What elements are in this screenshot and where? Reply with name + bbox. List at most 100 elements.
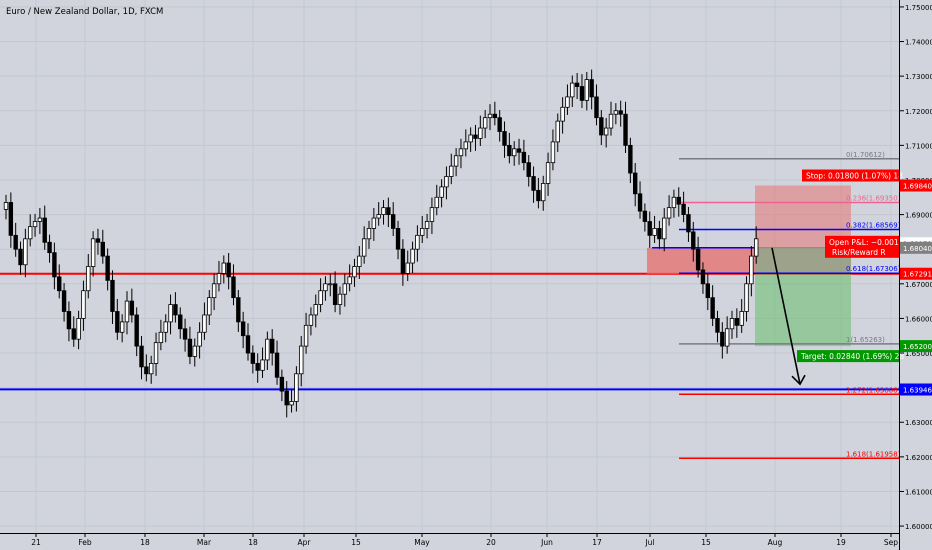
candle (516, 148, 522, 153)
time-tick-label: 19 (836, 538, 846, 547)
candle (395, 228, 401, 250)
candle (744, 283, 749, 312)
position-tool[interactable]: Stop: 0.01800 (1.07%) 18 Open P&L: −0.001… (647, 169, 904, 363)
candle (76, 318, 81, 340)
candle (95, 238, 101, 243)
candle (366, 228, 372, 240)
candle (250, 352, 256, 364)
candle (420, 228, 425, 236)
candle (168, 304, 173, 323)
candle (633, 172, 638, 195)
candle (192, 345, 197, 357)
grid (0, 0, 900, 533)
candle (521, 151, 527, 164)
arrow-shaft[interactable] (771, 247, 801, 385)
time-axis[interactable]: 21 Feb 18 Mar 18 Apr 15 May 20 Jun 17 Jul 15 Aug 19 Sep (31, 533, 898, 547)
candle (371, 217, 377, 229)
candle (240, 321, 246, 337)
candle (187, 338, 193, 357)
candle (134, 314, 139, 347)
candle (308, 314, 314, 326)
candle (144, 366, 149, 375)
price-label-bg (900, 267, 932, 280)
candle (18, 248, 23, 266)
candle (255, 363, 260, 371)
candle (531, 176, 536, 191)
time-tick-label: 17 (592, 538, 602, 547)
candle (647, 221, 652, 236)
candle (226, 262, 231, 278)
candle (473, 134, 478, 139)
price-label: 1.63946 (903, 387, 932, 395)
candle (357, 255, 362, 267)
chart-title: Euro / New Zealand Dollar, 1D, FXCM (6, 7, 163, 17)
price-tick-label: 1.69000 (905, 212, 932, 220)
candle (27, 226, 33, 240)
candle (560, 106, 565, 122)
price-tick-label: 1.66000 (905, 315, 932, 323)
time-tick-label: May (414, 538, 430, 547)
pnl-label-bg (825, 235, 900, 258)
candle (715, 318, 720, 333)
candle (90, 238, 96, 267)
candle (579, 86, 585, 101)
candle (478, 127, 483, 139)
candle (260, 359, 265, 371)
candle (182, 328, 188, 340)
candle (303, 324, 309, 347)
price-tick-label: 1.74000 (905, 39, 932, 47)
supply-zone[interactable] (647, 247, 755, 274)
candle (458, 148, 464, 157)
fibonacci-tool[interactable]: 0(1.70612) 0.236(1.69350) 0.382(1.68569) 0.… (679, 151, 901, 460)
stop-label-bg (802, 169, 900, 182)
time-tick-label: 15 (701, 538, 711, 547)
candle (749, 255, 754, 285)
target-label-bg (797, 350, 900, 363)
time-tick-label: 18 (140, 538, 150, 547)
arrow-head (791, 374, 806, 386)
candle (361, 238, 367, 257)
candle (236, 297, 241, 323)
candle (52, 252, 57, 278)
candle (207, 297, 212, 316)
time-tick-label: Apr (298, 538, 312, 547)
candle (216, 273, 222, 285)
candle (294, 373, 299, 402)
risk-reward-label: Risk/Reward R (832, 248, 886, 257)
candle (652, 228, 657, 236)
candle (429, 207, 435, 222)
price-label-bg (900, 241, 932, 254)
candle (381, 207, 386, 215)
candle (666, 207, 672, 219)
candle (148, 363, 154, 375)
candle (415, 234, 420, 250)
candle (405, 262, 410, 274)
time-tick-label: 21 (31, 538, 41, 547)
candle (323, 283, 328, 292)
candle (139, 345, 144, 368)
candle (153, 342, 159, 364)
candle (289, 401, 294, 406)
fib-level-label: 0.236(1.69350) (846, 194, 901, 202)
time-tick-label: Jun (540, 538, 553, 547)
price-label: 1.67291 (903, 271, 932, 279)
candle (565, 96, 570, 108)
candle (47, 241, 52, 254)
candle (347, 276, 352, 285)
candle (541, 183, 546, 202)
candle (105, 255, 110, 281)
candle (197, 331, 202, 347)
fib-level-label: 1(1.65263) (846, 336, 885, 344)
candle (23, 238, 28, 266)
price-tick-label: 1.67000 (905, 281, 932, 289)
candle (482, 117, 488, 129)
projection-arrow[interactable] (771, 247, 806, 386)
candle (410, 248, 415, 264)
candle (376, 214, 381, 219)
candle (676, 196, 681, 205)
fib-level-label: 0(1.70612) (846, 151, 885, 159)
fib-level-label: 1.272(1.63808) (846, 386, 901, 394)
candle (449, 165, 454, 177)
candle (720, 331, 725, 347)
